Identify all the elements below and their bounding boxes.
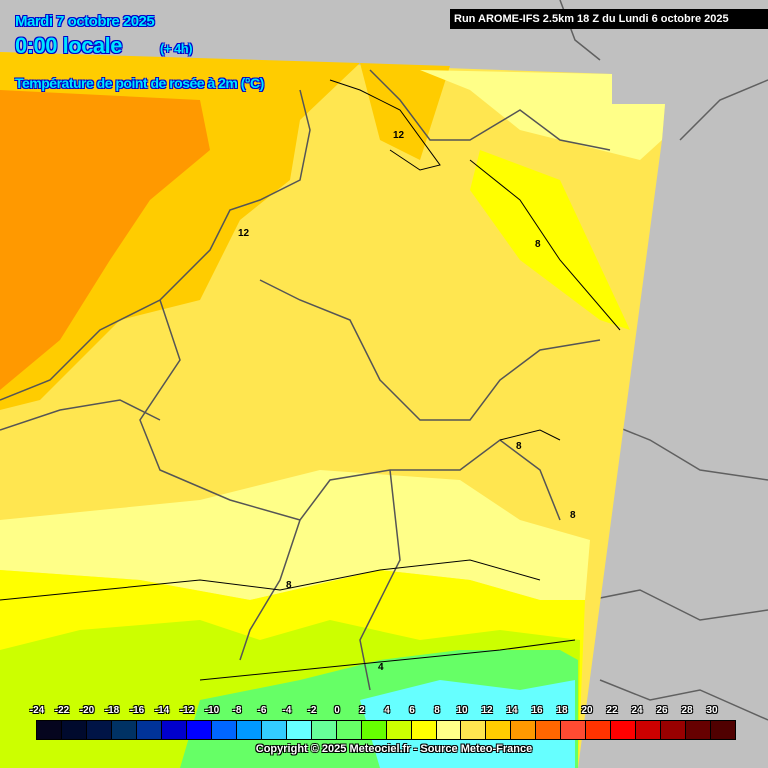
legend-label: 14 (506, 705, 518, 716)
legend-swatch (711, 721, 736, 739)
legend-label: 6 (409, 705, 415, 716)
legend-label: -4 (282, 705, 292, 716)
contour-labels: 12 12 8 8 8 8 4 (238, 130, 576, 673)
legend-swatch (386, 721, 412, 739)
legend-swatch (361, 721, 387, 739)
legend-label: 30 (706, 705, 718, 716)
contour-label-4: 4 (378, 662, 384, 673)
contour-label-8: 8 (570, 510, 576, 521)
legend-label: 16 (531, 705, 543, 716)
legend-swatch (461, 721, 487, 739)
legend-label: 28 (681, 705, 693, 716)
legend-swatch (37, 721, 62, 739)
legend-label: -16 (129, 705, 145, 716)
legend-swatch (536, 721, 562, 739)
legend-swatch (311, 721, 337, 739)
forecast-time: 0:00 locale (15, 33, 123, 58)
legend-swatch (636, 721, 662, 739)
legend-label: 2 (359, 705, 365, 716)
borders-and-coasts (0, 69, 611, 691)
legend-swatch (236, 721, 262, 739)
legend-swatch (211, 721, 237, 739)
legend-swatch (161, 721, 187, 739)
legend-labels: -24 -22 -20 -18 -16 -14 -12 -10 -8 -6 -4 -2 0 2 4 6 8 10 1… (24, 705, 749, 719)
model-domain (0, 52, 665, 768)
legend-label: -8 (232, 705, 242, 716)
legend-label: -18 (104, 705, 120, 716)
legend-label: -10 (204, 705, 220, 716)
legend-swatch (186, 721, 212, 739)
legend-label: 18 (556, 705, 568, 716)
parameter-title: Température de point de rosée à 2m (°C) (15, 75, 264, 91)
legend-swatch (86, 721, 112, 739)
legend-swatch (261, 721, 287, 739)
legend-label: 26 (656, 705, 668, 716)
forecast-lead-time: (+ 4h) (160, 41, 193, 56)
legend-label: 0 (334, 705, 340, 716)
legend-label: 12 (481, 705, 493, 716)
legend-label: 24 (631, 705, 643, 716)
legend-label: 8 (434, 705, 440, 716)
legend-swatch (411, 721, 437, 739)
contour-label-12: 12 (238, 228, 250, 239)
legend-swatch (661, 721, 687, 739)
contour-label-8: 8 (535, 239, 541, 250)
contour-label-12: 12 (393, 130, 405, 141)
model-run-label: Run AROME-IFS 2.5km 18 Z du Lundi 6 octo… (450, 9, 768, 29)
legend-label: -12 (179, 705, 195, 716)
legend-swatch (336, 721, 362, 739)
legend-label: -14 (154, 705, 170, 716)
legend-label: 22 (606, 705, 618, 716)
legend-swatch (136, 721, 162, 739)
legend-swatch (486, 721, 512, 739)
contours (0, 79, 621, 681)
outside-domain-coastlines (559, 0, 768, 721)
legend-label: -2 (307, 705, 317, 716)
legend-swatch (436, 721, 462, 739)
legend-swatch (561, 721, 587, 739)
contour-label-8: 8 (286, 580, 292, 591)
legend-label: 4 (384, 705, 390, 716)
legend-swatch (286, 721, 312, 739)
forecast-date: Mardi 7 octobre 2025 (15, 13, 155, 30)
legend-label: -22 (54, 705, 70, 716)
color-legend (36, 720, 736, 740)
legend-swatch (111, 721, 137, 739)
legend-swatch (61, 721, 87, 739)
legend-swatch (686, 721, 712, 739)
copyright: Copyright © 2025 Meteociel.fr - Source M… (255, 743, 533, 755)
legend-swatch (511, 721, 537, 739)
legend-label: -6 (257, 705, 267, 716)
legend-label: -20 (79, 705, 95, 716)
legend-label: -24 (29, 705, 45, 716)
contour-label-8: 8 (516, 441, 522, 452)
legend-label: 20 (581, 705, 593, 716)
legend-swatch (611, 721, 637, 739)
legend-label: 10 (456, 705, 468, 716)
legend-swatch (586, 721, 612, 739)
